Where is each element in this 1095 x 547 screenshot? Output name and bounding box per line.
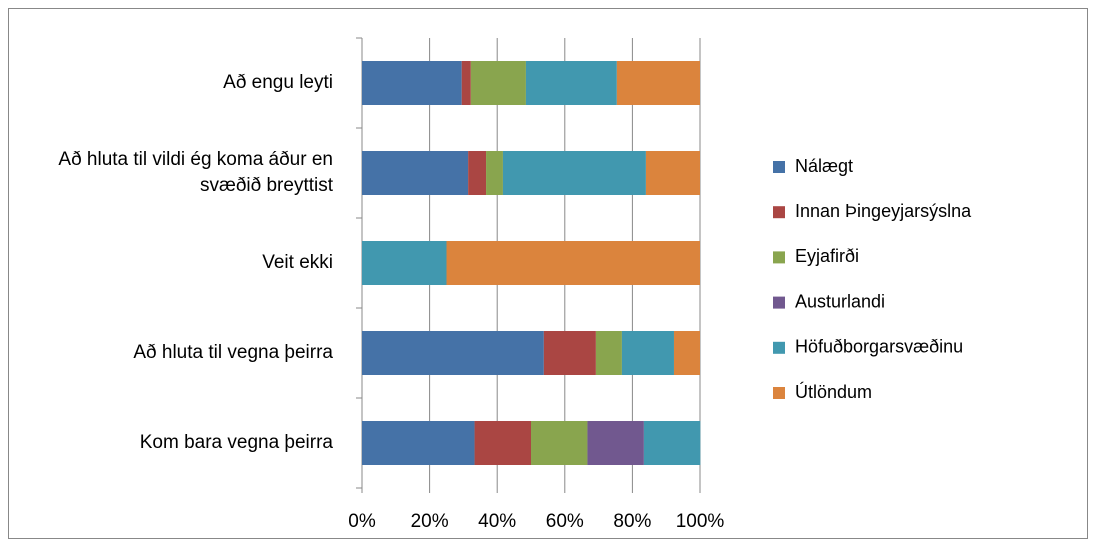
bar-segment [362,421,475,465]
legend-label: Útlöndum [795,381,872,402]
bar-segment [362,241,447,285]
bar-segment [474,421,531,465]
legend-swatch [773,387,785,399]
legend-label: Innan Þingeyjarsýslna [795,201,972,221]
y-tick-label: Að hluta til vildi ég koma áður en svæði… [58,149,333,196]
bar-segment [621,331,674,375]
y-tick-label: Veit ekki [262,252,333,273]
legend-label: Nálægt [795,156,853,176]
x-tick-label: 20% [411,511,449,532]
x-tick-label: 0% [348,511,376,532]
bar-segment [502,151,646,195]
x-tick-label: 40% [478,511,516,532]
x-tick-label: 60% [546,511,584,532]
bar-segment [446,241,700,285]
bar-segment [486,151,503,195]
bar-segment [645,151,700,195]
y-tick-label: Að engu leyti [223,72,333,93]
y-tick-label: Að hluta til vegna þeirra [133,342,333,363]
bar-segment [362,331,544,375]
bar-segment [461,61,471,105]
bar-segment [531,421,588,465]
bar-segment [468,151,487,195]
bar-segment [362,151,469,195]
legend-label: Eyjafirði [795,246,859,266]
legend-swatch [773,341,785,354]
bar-segment [543,331,596,375]
bar-segment [643,421,701,465]
bar-segment [587,421,644,465]
legend-label: Höfuðborgarsvæðinu [795,337,963,357]
legend-label: Austurlandi [795,291,885,311]
chart-border [8,8,1088,539]
bar-segment [616,61,700,105]
legend-swatch [773,251,785,264]
legend-swatch [773,161,785,173]
x-tick-label: 80% [613,511,651,532]
bar-segment [362,61,462,105]
y-tick-label: Kom bara vegna þeirra [139,432,333,453]
bar-segment [595,331,622,375]
bar-segment [525,61,617,105]
legend-swatch [773,206,785,219]
bar-segment [673,331,700,375]
bar-segment [470,61,526,105]
legend-swatch [773,296,785,309]
x-tick-label: 100% [676,511,725,532]
